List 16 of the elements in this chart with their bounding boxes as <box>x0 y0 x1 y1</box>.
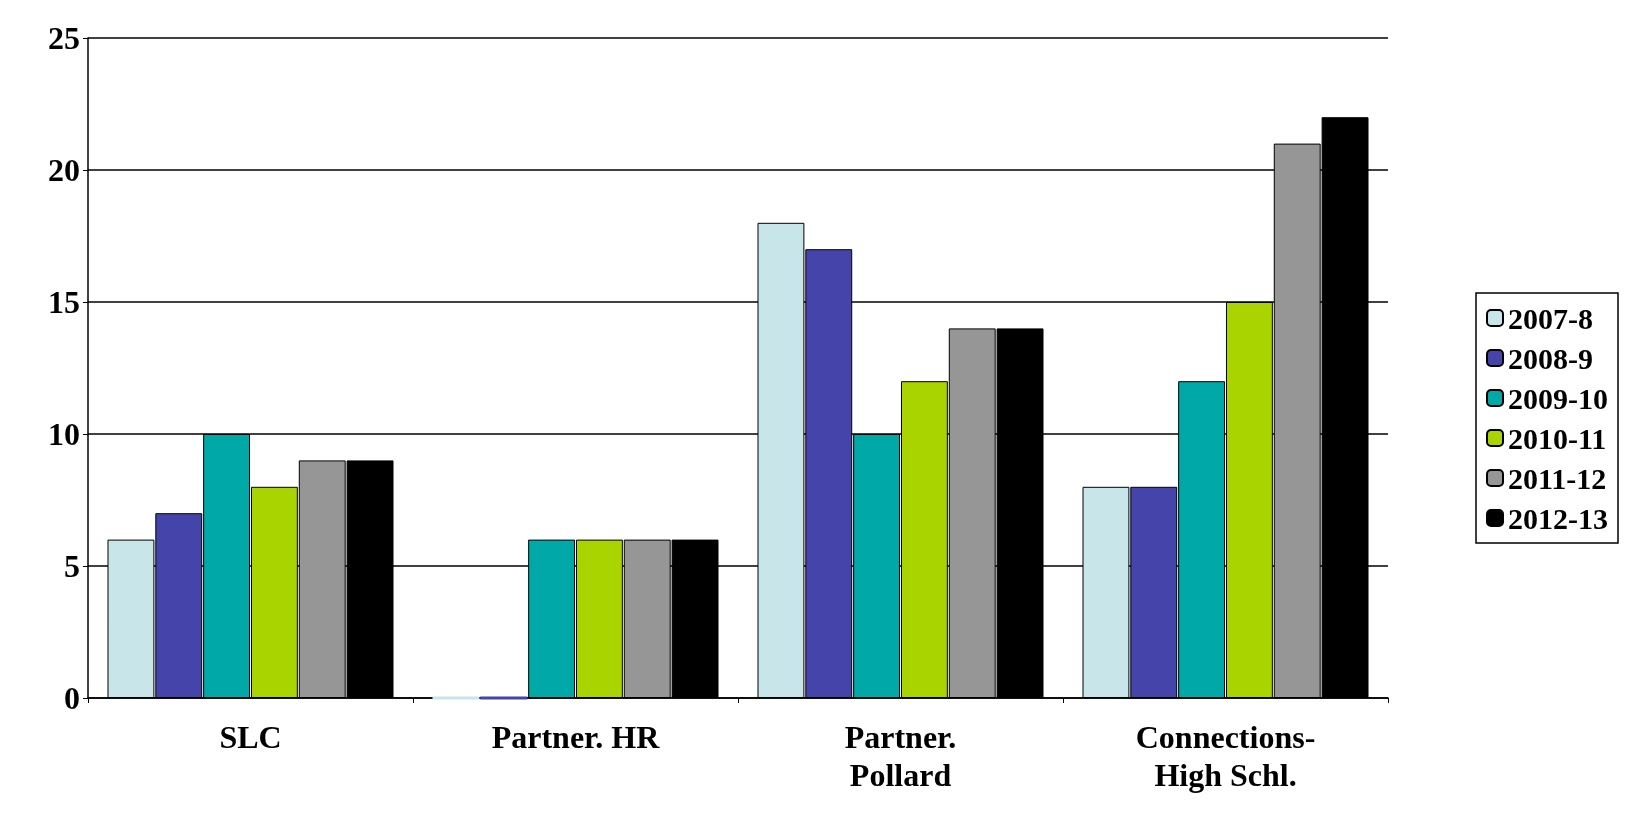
y-tick-label: 0 <box>64 680 80 716</box>
legend-label: 2008-9 <box>1508 341 1594 375</box>
y-tick-label: 20 <box>48 152 80 188</box>
y-tick-label: 10 <box>48 416 80 452</box>
legend-label: 2009-10 <box>1508 381 1609 415</box>
y-tick-label: 15 <box>48 284 80 320</box>
legend-label: 2012-13 <box>1508 501 1609 535</box>
x-tick-label: Partner. Pollard <box>844 719 957 793</box>
legend-label: 2010-11 <box>1508 421 1607 455</box>
legend-label: 2011-12 <box>1508 461 1607 495</box>
y-tick-label: 5 <box>64 548 80 584</box>
legend-label: 2007-8 <box>1508 301 1594 335</box>
y-tick-label: 25 <box>48 20 80 56</box>
x-tick-label: Partner. HR <box>491 719 661 755</box>
x-tick-label: SLC <box>219 719 282 755</box>
x-tick-label: Connections- High Schl. <box>1135 719 1316 793</box>
